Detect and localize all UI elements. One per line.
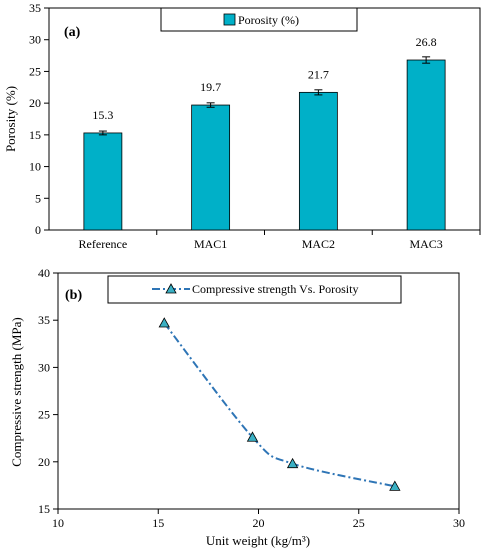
series-strength <box>158 317 401 491</box>
bar-mac1 <box>191 104 231 231</box>
y-tick-label-b: 30 <box>38 360 50 374</box>
y-tick-label-a: 30 <box>29 33 41 47</box>
y-tick-label-b: 15 <box>38 502 50 516</box>
legend-label-porosity: Porosity (%) <box>238 13 299 27</box>
y-tick-label-b: 25 <box>38 408 50 422</box>
x-category-label: MAC1 <box>194 237 227 251</box>
y-tick-label-b: 20 <box>38 455 50 469</box>
legend-b: Compressive strength Vs. Porosity <box>107 275 402 304</box>
x-category-label: MAC2 <box>302 237 335 251</box>
panel-a: (a) Porosity (%) Porosity (%) 0 5 10 15 20 25… <box>3 1 481 251</box>
x-tick-label-b: 15 <box>152 516 164 530</box>
data-label: 15.3 <box>92 108 113 122</box>
y-tick-label-a: 20 <box>29 96 41 110</box>
y-tick-label-a: 10 <box>29 160 41 174</box>
x-category-label: Reference <box>79 237 128 251</box>
bars-a: 15.3 19.7 21.7 26.8 <box>83 35 446 231</box>
x-tick-label-b: 10 <box>52 516 64 530</box>
series-line <box>163 322 396 488</box>
x-tick-label-b: 20 <box>253 516 265 530</box>
data-label: 19.7 <box>200 80 221 94</box>
y-axis-b: 15 20 25 30 35 40 <box>38 266 58 516</box>
y-tick-label-b: 35 <box>38 313 50 327</box>
panel-b: (b) Compressive strength Vs. Porosity Co… <box>9 266 465 548</box>
legend-marker-sample <box>165 283 177 294</box>
y-axis-title-b: Compressive strength (MPa) <box>9 317 24 466</box>
bar-reference <box>83 132 123 231</box>
y-tick-label-b: 40 <box>38 266 50 280</box>
bar-mac2 <box>298 91 338 231</box>
y-axis-a: 0 5 10 15 20 25 30 35 <box>29 1 49 237</box>
x-axis-b: 10 15 20 25 30 <box>52 509 465 530</box>
x-tick-label-b: 25 <box>353 516 365 530</box>
x-axis-a: Reference MAC1 MAC2 MAC3 <box>79 230 481 251</box>
data-point <box>246 431 259 442</box>
legend-a: Porosity (%) <box>160 7 358 32</box>
panel-label-b: (b) <box>65 288 82 303</box>
data-label: 21.7 <box>308 67 329 81</box>
y-tick-label-a: 5 <box>35 191 41 205</box>
x-category-label: MAC3 <box>409 237 442 251</box>
plot-frame-b <box>57 272 460 510</box>
data-point <box>158 317 170 328</box>
data-point <box>389 480 401 491</box>
y-tick-label-a: 15 <box>29 128 41 142</box>
y-axis-title-a: Porosity (%) <box>3 86 18 152</box>
panel-label-a: (a) <box>64 25 81 40</box>
y-tick-label-a: 35 <box>29 1 41 15</box>
y-tick-label-a: 25 <box>29 64 41 78</box>
x-axis-title-b: Unit weight (kg/m³) <box>206 533 310 548</box>
legend-swatch-porosity <box>223 13 236 26</box>
legend-label-strength: Compressive strength Vs. Porosity <box>192 282 358 296</box>
y-tick-label-a: 0 <box>35 223 41 237</box>
data-point <box>286 457 299 469</box>
legend-box-a <box>160 7 358 32</box>
data-label: 26.8 <box>416 35 437 49</box>
x-tick-label-b: 30 <box>453 516 465 530</box>
bar-mac3 <box>406 59 446 231</box>
